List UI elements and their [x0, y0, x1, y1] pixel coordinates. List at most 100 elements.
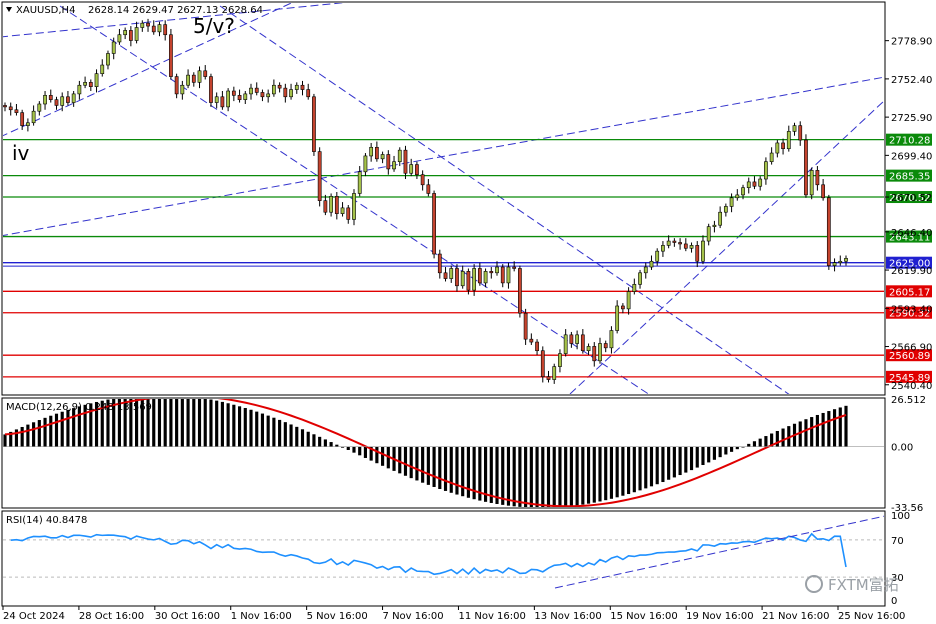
- macd-histogram-bar: [718, 446, 722, 458]
- candle-body: [580, 334, 585, 352]
- candle-body: [729, 197, 734, 207]
- macd-histogram-bar: [541, 446, 545, 507]
- candle-body: [621, 305, 625, 310]
- x-tick-label: 7 Nov 16:00: [383, 611, 444, 622]
- candle-body: [460, 271, 465, 287]
- macd-histogram-bar: [180, 399, 184, 447]
- candle-body: [357, 171, 362, 194]
- macd-histogram-bar: [581, 446, 585, 505]
- candle-body: [603, 343, 608, 349]
- level-tag: [886, 285, 932, 298]
- macd-histogram-bar: [352, 446, 356, 453]
- macd-histogram-bar: [220, 401, 224, 447]
- macd-histogram-bar: [443, 446, 448, 491]
- candle-body: [266, 93, 271, 98]
- macd-histogram-bar: [564, 446, 568, 507]
- candle-body: [649, 260, 654, 268]
- candle-body: [363, 155, 368, 173]
- candle-body: [397, 149, 402, 163]
- macd-histogram-bar: [787, 426, 791, 447]
- macd-histogram-bar: [209, 399, 213, 447]
- macd-histogram-bar: [798, 421, 802, 447]
- macd-histogram-bar: [426, 446, 430, 485]
- candle-body: [77, 84, 82, 95]
- macd-histogram-bar: [667, 446, 671, 480]
- candle-body: [71, 93, 76, 103]
- macd-histogram-bar: [770, 433, 774, 447]
- macd-histogram-bar: [775, 430, 779, 447]
- macd-histogram-bar: [678, 446, 682, 476]
- macd-histogram-bar: [627, 446, 631, 495]
- macd-histogram-bar: [621, 446, 625, 496]
- candle-body: [340, 207, 345, 214]
- candle-body: [146, 22, 150, 27]
- price-tick-label: 2670.52: [891, 193, 932, 204]
- macd-histogram-bar: [295, 426, 299, 447]
- candle-body: [243, 93, 248, 100]
- candle-body: [489, 271, 494, 274]
- trend-line-down-lower: [219, 5, 790, 394]
- macd-histogram-bar: [524, 446, 528, 507]
- price-tick-label: 2646.40: [891, 228, 932, 239]
- candle-body: [128, 30, 133, 41]
- macd-histogram-bar: [32, 422, 36, 447]
- macd-histogram-bar: [129, 399, 133, 447]
- macd-histogram-bar: [535, 446, 539, 507]
- candle-body: [346, 207, 351, 220]
- candle-body: [752, 181, 757, 187]
- candle-body: [798, 125, 803, 141]
- candle-body: [477, 268, 482, 284]
- candle-body: [666, 240, 671, 246]
- macd-histogram-bar: [438, 446, 442, 489]
- candle-body: [758, 178, 763, 187]
- trend-line-upper-left: [3, 3, 346, 38]
- price-tick-label: 2566.90: [891, 343, 932, 354]
- macd-histogram-bar: [569, 446, 573, 507]
- macd-signal-line: [4, 399, 847, 507]
- macd-histogram-bar: [3, 434, 7, 447]
- macd-histogram-bar: [838, 407, 842, 447]
- macd-histogram-bar: [226, 403, 230, 447]
- macd-histogram-bar: [764, 436, 768, 447]
- price-tick-label: 2619.90: [891, 266, 932, 277]
- macd-histogram-bar: [804, 419, 808, 447]
- candle-body: [552, 366, 557, 380]
- macd-histogram-bar: [152, 399, 156, 447]
- macd-histogram-bar: [421, 446, 425, 483]
- level-tag-label: 2643.11: [889, 233, 930, 244]
- level-tag-label: 2605.17: [889, 287, 930, 298]
- collapse-triangle-icon[interactable]: [6, 7, 12, 12]
- chart-symbol-timeframe: XAUUSD,H4: [16, 5, 75, 16]
- macd-histogram-bar: [529, 446, 533, 507]
- candle-body: [174, 76, 179, 95]
- candle-body: [832, 262, 837, 266]
- macd-histogram-bar: [14, 429, 19, 447]
- macd-histogram-bar: [66, 409, 70, 447]
- candle-body: [615, 305, 620, 331]
- candle-body: [781, 142, 785, 150]
- macd-histogram-bar: [83, 404, 87, 447]
- candle-body: [392, 161, 396, 170]
- candle-body: [643, 266, 648, 274]
- candle-body: [786, 131, 791, 150]
- macd-histogram-bar: [318, 436, 322, 447]
- level-tag: [886, 370, 932, 383]
- candle-body: [592, 346, 597, 362]
- macd-histogram-bar: [821, 412, 825, 447]
- candle-body: [415, 164, 419, 175]
- candle-body: [260, 92, 265, 98]
- candle-body: [3, 105, 7, 108]
- macd-histogram-bar: [117, 399, 121, 447]
- macd-histogram-bar: [483, 446, 488, 502]
- macd-histogram-bar: [300, 429, 305, 447]
- macd-histogram-bar: [94, 401, 99, 447]
- candle-body: [815, 170, 820, 186]
- candle-body: [420, 174, 425, 186]
- wave-label-iv: iv: [12, 141, 30, 165]
- candle-body: [300, 84, 305, 90]
- macd-histogram-bar: [340, 446, 345, 448]
- candle-body: [558, 353, 562, 367]
- macd-histogram-bar: [724, 446, 728, 455]
- level-tag: [886, 169, 932, 182]
